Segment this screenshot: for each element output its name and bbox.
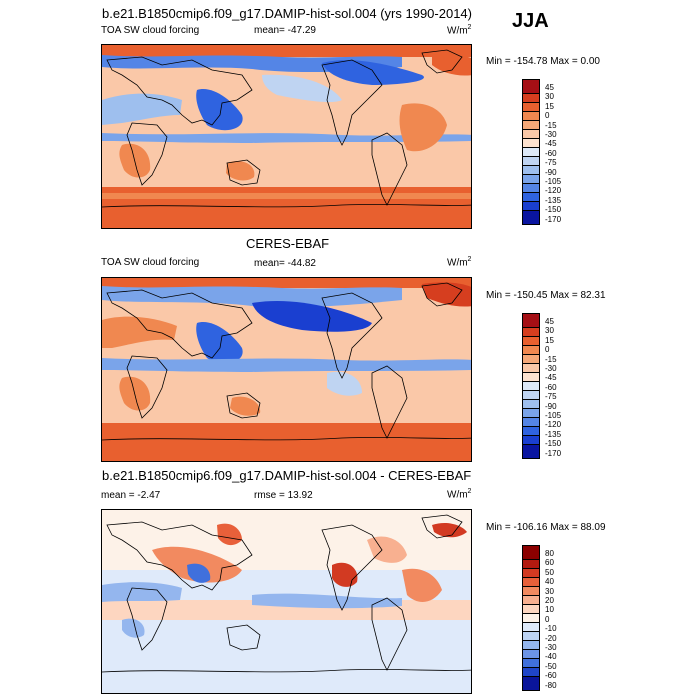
colorbar-tick-label: -120 [545, 420, 562, 430]
panel3-minmax: Min = -106.16 Max = 88.09 [486, 522, 606, 533]
colorbar-tick-label: -60 [545, 382, 557, 392]
colorbar-tick-label: -75 [545, 158, 557, 168]
colorbar-tick-label: -135 [545, 429, 562, 439]
colorbar-tick-label: 45 [545, 317, 554, 326]
panel3-map [101, 509, 472, 694]
colorbar-tick-label: 20 [545, 596, 554, 605]
colorbar-tick-label: 0 [545, 614, 550, 624]
colorbar-tick-label: -20 [545, 633, 557, 643]
colorbar-tick-label: 15 [545, 101, 554, 111]
colorbar-tick-label: 80 [545, 549, 554, 558]
colorbar-tick-label: 45 [545, 83, 554, 92]
colorbar-tick-label: 30 [545, 586, 554, 596]
panel3-rmse: rmse = 13.92 [254, 490, 313, 501]
colorbar-tick-label: -40 [545, 652, 557, 662]
colorbar-tick-label: -45 [545, 373, 557, 383]
colorbar-tick-label: -150 [545, 439, 562, 449]
colorbar-tick-label: -60 [545, 148, 557, 158]
colorbar-tick-label: -30 [545, 364, 557, 373]
panel2-title: CERES-EBAF [246, 236, 330, 251]
colorbar-tick-label: 50 [545, 567, 554, 577]
panel2-colorbar [522, 313, 540, 459]
panel2-variable: TOA SW cloud forcing [101, 257, 200, 268]
colorbar-tick-label: -120 [545, 186, 562, 196]
colorbar-tick-label: -45 [545, 139, 557, 149]
panel2-map [101, 277, 472, 462]
panel1-title: b.e21.B1850cmip6.f09_g17.DAMIP-hist-sol.… [102, 6, 472, 21]
colorbar-tick-label: -15 [545, 354, 557, 364]
colorbar-tick-label: -30 [545, 130, 557, 139]
panel3-units: W/m2 [447, 488, 472, 501]
panel2-minmax: Min = -150.45 Max = 82.31 [486, 290, 606, 301]
colorbar-tick-label: -50 [545, 661, 557, 671]
panel2-units: W/m2 [447, 256, 472, 269]
colorbar-tick-label: -90 [545, 167, 557, 177]
colorbar-tick-label: 15 [545, 335, 554, 345]
panel1-minmax: Min = -154.78 Max = 0.00 [486, 56, 600, 67]
colorbar-tick-label: -105 [545, 411, 562, 420]
colorbar-tick-label: 10 [545, 605, 554, 615]
colorbar-tick-label: 30 [545, 92, 554, 102]
colorbar-tick-label: -30 [545, 643, 557, 652]
colorbar-tick-label: 0 [545, 111, 550, 121]
colorbar-tick-label: 0 [545, 345, 550, 355]
panel3-mean: mean = -2.47 [101, 490, 161, 501]
colorbar-tick-label: -10 [545, 624, 557, 634]
panel3-colorbar [522, 545, 540, 691]
colorbar-tick-label: -170 [545, 448, 562, 458]
colorbar-tick-label: -75 [545, 392, 557, 402]
colorbar-tick-label: -150 [545, 205, 562, 215]
colorbar-tick-label: -135 [545, 195, 562, 205]
colorbar-tick-label: -15 [545, 120, 557, 130]
panel1-map [101, 44, 472, 229]
colorbar-tick-label: -105 [545, 177, 562, 186]
season-label: JJA [512, 10, 549, 32]
colorbar-tick-label: -60 [545, 671, 557, 681]
colorbar-tick-label: -80 [545, 680, 557, 690]
colorbar-tick-label: -170 [545, 214, 562, 224]
panel3-title: b.e21.B1850cmip6.f09_g17.DAMIP-hist-sol.… [102, 468, 472, 483]
colorbar-tick-label: 30 [545, 326, 554, 336]
panel1-mean: mean= -47.29 [254, 25, 316, 36]
colorbar-tick-label: -90 [545, 401, 557, 411]
colorbar-tick-label: 40 [545, 577, 554, 587]
panel1-colorbar [522, 79, 540, 225]
panel1-units: W/m2 [447, 24, 472, 37]
panel1-variable: TOA SW cloud forcing [101, 25, 200, 36]
colorbar-tick-label: 60 [545, 558, 554, 568]
panel2-mean: mean= -44.82 [254, 258, 316, 269]
